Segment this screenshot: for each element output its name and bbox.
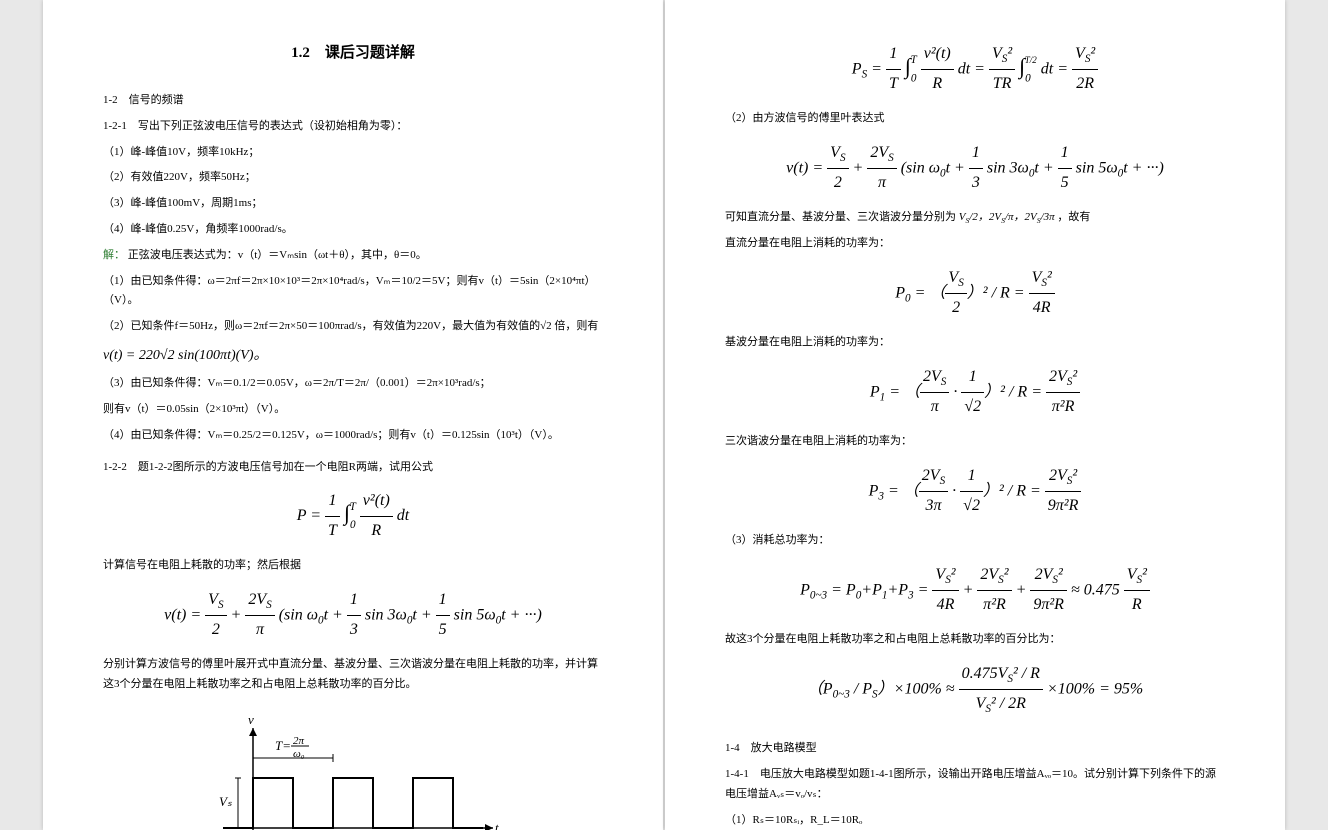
formula-p0: P0 = （VS2）² / R = VS²4R: [725, 264, 1225, 323]
svg-text:Vₛ: Vₛ: [219, 794, 232, 809]
text: 可知直流分量、基波分量、三次谐波分量分别为 VS/2，2VS/π，2VS/3π …: [725, 208, 1225, 228]
problem-1-2-1: 1-2-1 写出下列正弦波电压信号的表达式（设初始相角为零）：: [103, 117, 603, 137]
answer-item: （1）由已知条件得：ω＝2πf＝2π×10×10³＝2π×10⁴rad/s，Vₘ…: [103, 272, 603, 312]
svg-text:t: t: [495, 820, 499, 830]
formula-ptotal: P0~3 = P0+P1+P3 = VS²4R + 2VS²π²R + 2VS²…: [725, 561, 1225, 620]
answer-item: （4）由已知条件得：Vₘ＝0.25/2＝0.125V，ω＝1000rad/s；则…: [103, 426, 603, 446]
answer-intro: 正弦波电压表达式为：v（t）＝Vₘsin（ωt＋θ），其中，θ＝0。: [128, 249, 427, 261]
text: （2）由方波信号的傅里叶表达式: [725, 109, 1225, 129]
formula-power: P = 1T ∫0T v²(t)R dt: [103, 487, 603, 546]
text: 三次谐波分量在电阻上消耗的功率为：: [725, 432, 1225, 452]
text: （3）消耗总功率为：: [725, 531, 1225, 551]
problem-1-2-1-item: （3）峰-峰值100mV，周期1ms；: [103, 194, 603, 214]
formula-percent: （P0~3 / PS）×100% ≈ 0.475VS² / RVS² / 2R …: [725, 660, 1225, 720]
text: 分别计算方波信号的傅里叶展开式中直流分量、基波分量、三次谐波分量在电阻上耗散的功…: [103, 655, 603, 695]
answer-item: （2）已知条件f＝50Hz，则ω＝2πf＝2π×50＝100πrad/s，有效值…: [103, 317, 603, 337]
problem-1-2-2: 1-2-2 题1-2-2图所示的方波电压信号加在一个电阻R两端，试用公式: [103, 458, 603, 478]
problem-item: （1）Rₛ＝10Rₛᵢ，R_L＝10Rₒ: [725, 811, 1225, 830]
formula-a2: v(t) = 220√2 sin(100πt)(V)。: [103, 343, 603, 368]
square-wave-diagram: T= 2π ω₀ Vₛ T 2 O v t: [103, 708, 603, 830]
answer-line: 解： 正弦波电压表达式为：v（t）＝Vₘsin（ωt＋θ），其中，θ＝0。: [103, 246, 603, 266]
section-title: 1.2 课后习题详解: [103, 40, 603, 67]
formula-fourier2: v(t) = VS2 + 2VSπ (sin ω0t + 13 sin 3ω0t…: [725, 139, 1225, 198]
svg-text:ω₀: ω₀: [293, 748, 305, 760]
page-left: 1.2 课后习题详解 1-2 信号的频谱 1-2-1 写出下列正弦波电压信号的表…: [43, 0, 663, 830]
problem-1-2-1-item: （2）有效值220V，频率50Hz；: [103, 168, 603, 188]
heading-1-2: 1-2 信号的频谱: [103, 91, 603, 111]
formula-p3: P3 = （2VS3π · 1√2）² / R = 2VS²9π²R: [725, 462, 1225, 521]
page-spread: 1.2 课后习题详解 1-2 信号的频谱 1-2-1 写出下列正弦波电压信号的表…: [43, 0, 1285, 830]
problem-1-2-1-item: （4）峰-峰值0.25V，角频率1000rad/s。: [103, 220, 603, 240]
text: 故这3个分量在电阻上耗散功率之和占电阻上总耗散功率的百分比为：: [725, 630, 1225, 650]
text: 计算信号在电阻上耗散的功率；然后根据: [103, 556, 603, 576]
svg-text:2π: 2π: [293, 735, 305, 747]
problem-1-2-1-item: （1）峰-峰值10V，频率10kHz；: [103, 143, 603, 163]
answer-item: 则有v（t）＝0.05sin（2×10³πt）（V）。: [103, 400, 603, 420]
page-right: PS = 1T ∫0T v²(t)R dt = VS²TR ∫0T/2 dt =…: [665, 0, 1285, 830]
text: 直流分量在电阻上消耗的功率为：: [725, 234, 1225, 254]
formula-fourier: v(t) = VS2 + 2VSπ (sin ω0t + 13 sin 3ω0t…: [103, 586, 603, 645]
svg-text:v: v: [248, 712, 254, 727]
answer-label: 解：: [103, 249, 125, 261]
svg-text:T=: T=: [275, 738, 291, 753]
problem-1-4-1: 1-4-1 电压放大电路模型如题1-4-1图所示，设输出开路电压增益Aᵥₒ＝10…: [725, 765, 1225, 805]
heading-1-4: 1-4 放大电路模型: [725, 739, 1225, 759]
formula-p1: P1 = （2VSπ · 1√2）² / R = 2VS²π²R: [725, 363, 1225, 422]
formula-ps: PS = 1T ∫0T v²(t)R dt = VS²TR ∫0T/2 dt =…: [725, 40, 1225, 99]
text: 基波分量在电阻上消耗的功率为：: [725, 333, 1225, 353]
answer-item: （3）由已知条件得：Vₘ＝0.1/2＝0.05V，ω＝2π/T＝2π/（0.00…: [103, 374, 603, 394]
